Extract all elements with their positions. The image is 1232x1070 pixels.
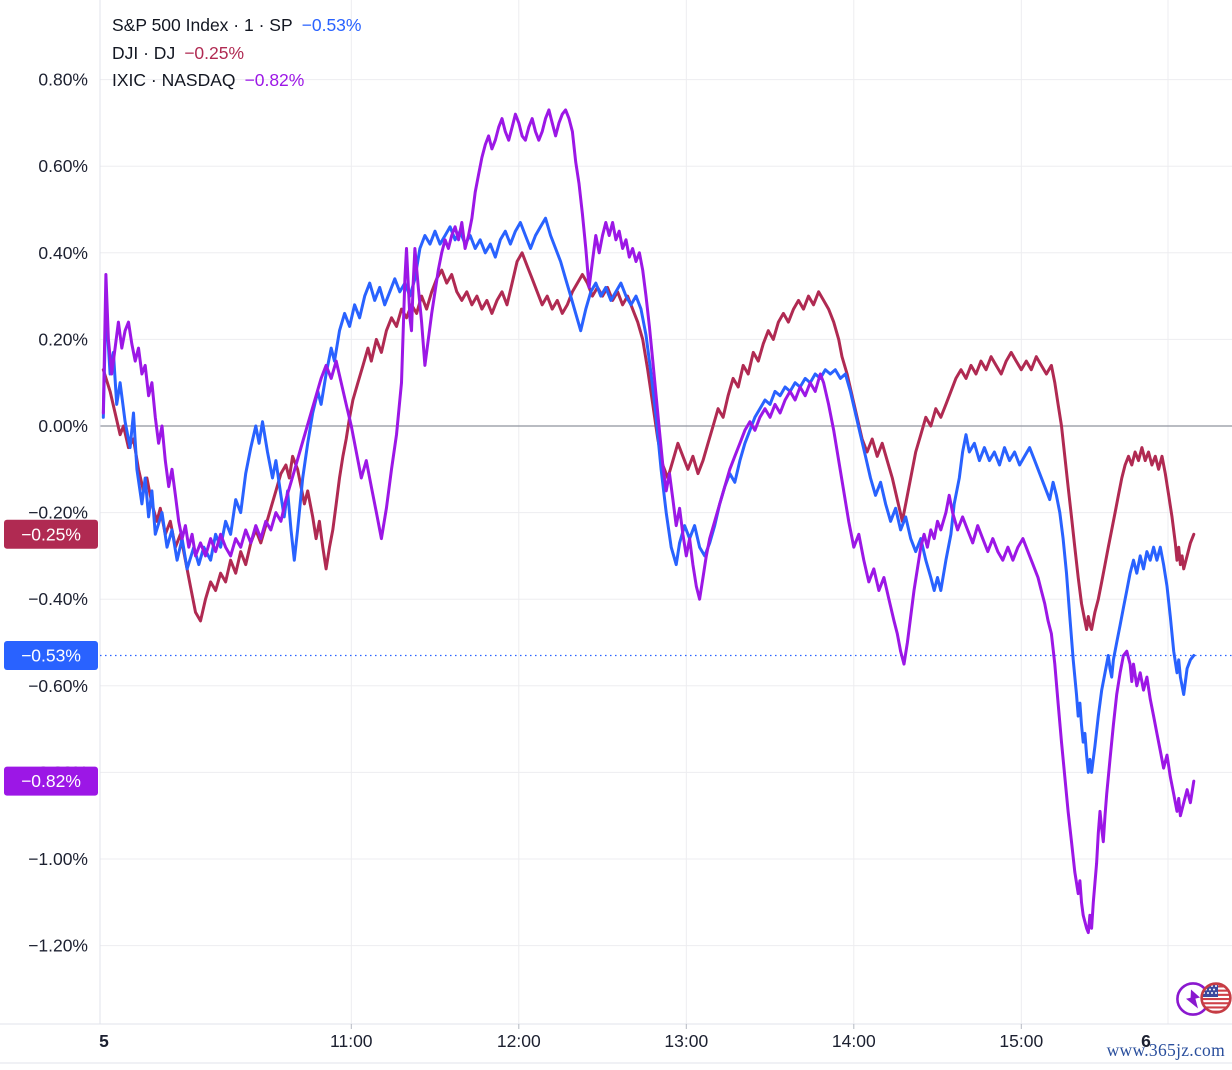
price-badge xyxy=(4,519,98,549)
y-tick-label: 0.80% xyxy=(38,70,88,90)
us-flag-icon xyxy=(1200,982,1232,1014)
x-day-label: 5 xyxy=(99,1031,109,1051)
price-badge-label: −0.53% xyxy=(21,646,81,666)
watermark: www.365jz.com xyxy=(1106,1040,1225,1060)
legend-item-sp500[interactable]: S&P 500 Index · 1 · SP −0.53% xyxy=(112,12,361,40)
legend-label-ixic: IXIC · NASDAQ xyxy=(112,70,236,90)
price-badge xyxy=(4,641,98,670)
series-line-DJI xyxy=(101,251,1196,631)
y-tick-label: 0.20% xyxy=(38,329,88,349)
price-badge-label: −0.82% xyxy=(21,771,81,791)
y-tick-label: −0.60% xyxy=(28,676,88,696)
legend-change-sp500: −0.53% xyxy=(301,15,362,35)
price-badge-label: −0.25% xyxy=(21,524,81,544)
x-tick-label: 12:00 xyxy=(497,1031,541,1051)
legend-label-dji: DJI · DJ xyxy=(112,42,176,63)
y-tick-label: −1.20% xyxy=(28,936,88,956)
y-tick-label: 0.40% xyxy=(38,243,88,263)
y-tick-label: −0.40% xyxy=(28,589,88,609)
legend-item-dji[interactable]: DJI · DJ −0.25% xyxy=(112,40,361,68)
price-badge xyxy=(4,766,98,796)
x-tick-label: 14:00 xyxy=(832,1031,876,1051)
y-tick-label: −0.20% xyxy=(28,503,88,523)
legend-change-ixic: −0.82% xyxy=(244,70,305,90)
x-tick-label: 15:00 xyxy=(999,1031,1043,1051)
series-line-IXIC xyxy=(101,108,1196,935)
x-day-label: 6 xyxy=(1141,1031,1151,1051)
legend: S&P 500 Index · 1 · SP −0.53% DJI · DJ −0.… xyxy=(112,12,361,95)
legend-label-sp500: S&P 500 Index · 1 · SP xyxy=(112,15,293,35)
y-tick-label: 0.00% xyxy=(38,416,88,436)
x-tick-label: 13:00 xyxy=(664,1031,708,1051)
series-line-SP500 xyxy=(101,216,1196,774)
instrument-logos xyxy=(1176,982,1232,1016)
legend-change-dji: −0.25% xyxy=(184,42,245,63)
y-tick-label: −1.00% xyxy=(28,849,88,869)
y-tick-label: 0.60% xyxy=(38,156,88,176)
legend-item-ixic[interactable]: IXIC · NASDAQ −0.82% xyxy=(112,67,361,95)
x-tick-label: 11:00 xyxy=(330,1031,373,1051)
